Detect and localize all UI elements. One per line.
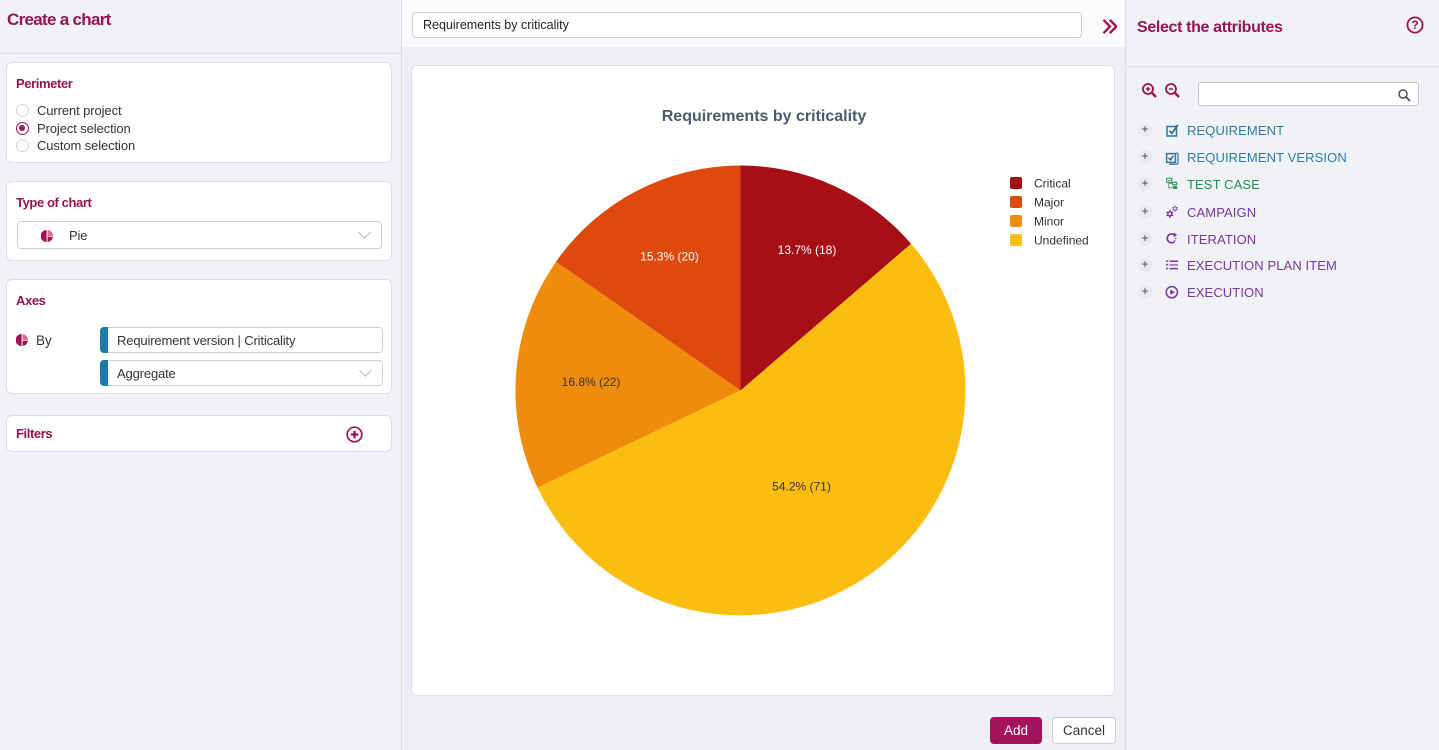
svg-text:Major: Major [1034,196,1064,210]
svg-text:Minor: Minor [1034,215,1064,229]
svg-text:16.8% (22): 16.8% (22) [562,375,621,389]
svg-text:Undefined: Undefined [1034,234,1089,248]
svg-text:?: ? [1411,18,1418,32]
svg-text:15.3% (20): 15.3% (20) [640,250,699,264]
svg-text:Critical: Critical [1034,177,1071,191]
svg-text:13.7% (18): 13.7% (18) [778,243,837,257]
svg-text:54.2% (71): 54.2% (71) [772,480,831,494]
